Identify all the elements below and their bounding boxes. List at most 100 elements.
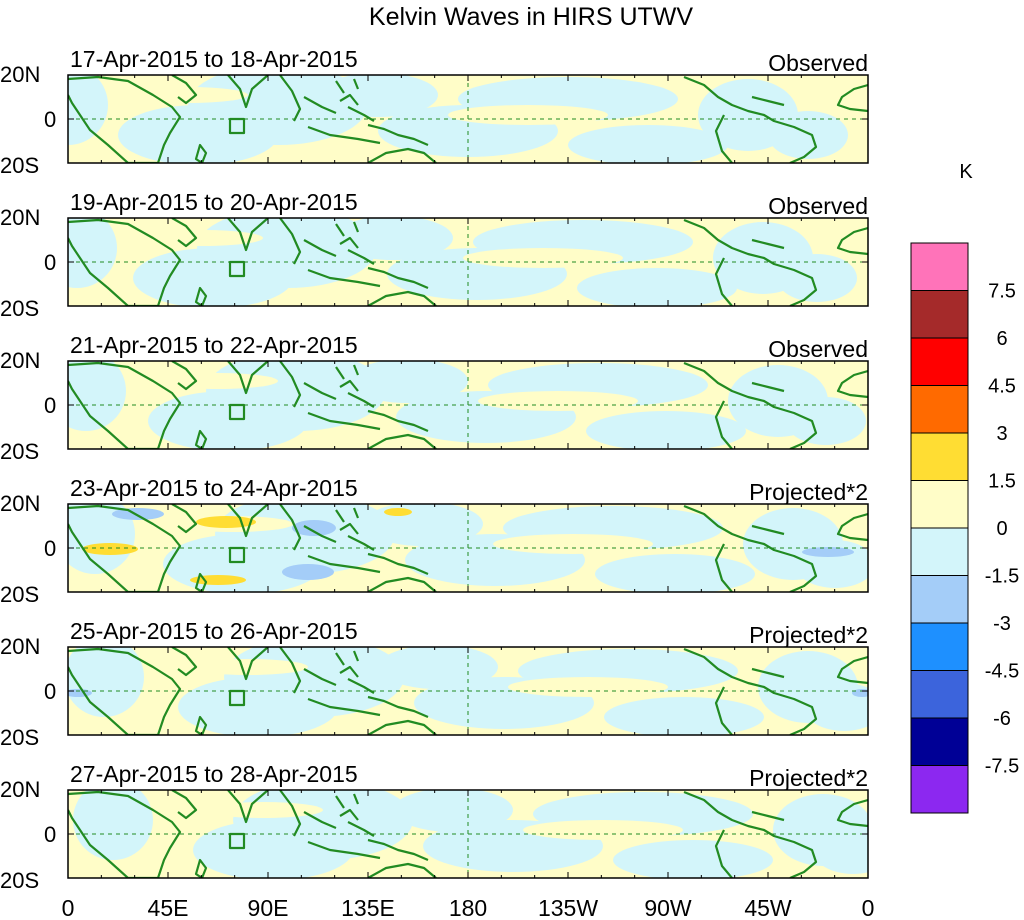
strong-negative-anomaly: [292, 520, 336, 536]
coast-india: [171, 504, 269, 538]
coast-africa: [68, 504, 182, 592]
colorbar-level-label: 7.5: [988, 281, 1016, 303]
panel-tag-label: Projected*2: [749, 765, 868, 791]
colorbar-swatch: [910, 337, 969, 386]
coast-africa: [68, 647, 182, 735]
strong-negative-anomaly: [112, 508, 164, 520]
panel-period-label: 23-Apr-2015 to 24-Apr-2015: [70, 475, 358, 501]
negative-anomaly-region: [68, 647, 144, 717]
colorbar-units: K: [959, 161, 973, 183]
x-tick-label: 45E: [148, 895, 189, 920]
coast-australia: [367, 862, 437, 878]
x-tick-label: 45W: [744, 895, 792, 920]
panel-6: 27-Apr-2015 to 28-Apr-2015 Projected*2 20N…: [0, 761, 869, 893]
coast-philippines: [335, 507, 375, 551]
negative-anomaly-region: [348, 361, 468, 403]
y-tick-label: 20N: [0, 491, 40, 516]
negative-anomaly-region: [786, 397, 866, 445]
colorbar-level-label: -3: [993, 613, 1011, 635]
strong-negative-anomaly: [282, 564, 334, 580]
coast-caribbean: [751, 524, 785, 536]
strong-negative-anomaly: [852, 689, 868, 697]
negative-anomaly-region: [768, 111, 848, 159]
colorbar-level-label: -6: [993, 708, 1011, 730]
y-tick-label: 0: [44, 679, 56, 704]
x-tick-label: 90W: [644, 895, 692, 920]
y-tick-label: 20N: [0, 62, 40, 87]
coast-americas: [683, 361, 818, 449]
x-axis: 0 45E 90E 135E 180 135W 90W 45W 0: [62, 895, 875, 920]
colorbar-level-label: 3: [996, 423, 1007, 445]
colorbar-swatch: [910, 717, 969, 766]
coast-india: [171, 361, 269, 395]
panel-tag-label: Projected*2: [749, 622, 868, 648]
panel-tag-label: Observed: [768, 336, 868, 362]
coast-madagascar: [194, 858, 208, 878]
y-tick-label: 20S: [0, 582, 39, 607]
panel-3: 21-Apr-2015 to 22-Apr-2015 Observed 20N020…: [0, 332, 869, 464]
y-tick-label: 0: [44, 822, 56, 847]
x-tick-label: 135W: [538, 895, 598, 920]
x-tick-label: 135E: [341, 895, 395, 920]
coast-maritime: [279, 504, 429, 576]
coast-americas: [683, 647, 818, 735]
y-tick-label: 20S: [0, 296, 39, 321]
panel-5: 25-Apr-2015 to 26-Apr-2015 Projected*2 20N…: [0, 618, 869, 750]
coast-west-africa: [836, 226, 868, 256]
coast-africa: [68, 790, 182, 878]
coast-india: [171, 647, 269, 681]
positive-anomaly-band: [478, 391, 638, 411]
y-tick-label: 0: [44, 250, 56, 275]
coast-west-africa: [836, 83, 868, 113]
coast-africa: [68, 361, 182, 449]
panel-field: [68, 218, 868, 306]
y-tick-label: 20N: [0, 205, 40, 230]
panel-period-label: 27-Apr-2015 to 28-Apr-2015: [70, 761, 358, 787]
coast-west-africa: [836, 655, 868, 685]
coast-caribbean: [751, 381, 785, 393]
panel-2: 19-Apr-2015 to 20-Apr-2015 Observed 20N020…: [0, 189, 869, 321]
x-tick-label: 180: [449, 895, 487, 920]
panel-period-label: 21-Apr-2015 to 22-Apr-2015: [70, 332, 358, 358]
colorbar-swatch: [910, 242, 969, 291]
y-tick-label: 20S: [0, 439, 39, 464]
coast-maritime: [279, 75, 429, 147]
panel-tag-label: Projected*2: [749, 479, 868, 505]
negative-anomaly-region: [68, 361, 126, 431]
negative-anomaly-region: [595, 554, 755, 592]
colorbar-swatch: [910, 575, 969, 624]
colorbar-swatch: [910, 670, 969, 719]
coast-americas: [683, 790, 818, 878]
coast-madagascar: [194, 286, 208, 306]
coast-india: [171, 790, 269, 824]
coast-caribbean: [751, 810, 785, 822]
panel-field: [68, 361, 868, 449]
coast-australia: [367, 719, 437, 735]
coast-americas: [683, 504, 818, 592]
negative-anomaly-region: [224, 647, 404, 717]
panel-1: 17-Apr-2015 to 18-Apr-2015 Observed 20N020…: [0, 46, 869, 178]
coast-philippines: [335, 78, 375, 122]
coast-madagascar: [194, 143, 208, 163]
negative-anomaly-region: [318, 75, 438, 117]
strong-positive-anomaly: [196, 516, 256, 528]
coast-west-africa: [836, 512, 868, 542]
colorbar-level-label: -1.5: [985, 566, 1019, 588]
coast-india: [171, 75, 269, 109]
negative-anomaly-region: [68, 218, 117, 288]
coast-maritime: [279, 790, 429, 862]
y-tick-label: 20N: [0, 348, 40, 373]
colorbar-level-label: 1.5: [988, 471, 1016, 493]
negative-anomaly-region: [577, 268, 737, 306]
negative-anomaly-region: [568, 125, 728, 163]
y-tick-label: 0: [44, 107, 56, 132]
strong-positive-anomaly: [384, 508, 412, 516]
negative-anomaly-region: [68, 75, 108, 145]
coast-australia: [367, 147, 437, 163]
coast-philippines: [335, 364, 375, 408]
coast-australia: [367, 290, 437, 306]
coast-maritime: [279, 361, 429, 433]
panel-period-label: 25-Apr-2015 to 26-Apr-2015: [70, 618, 358, 644]
coast-philippines: [335, 221, 375, 265]
